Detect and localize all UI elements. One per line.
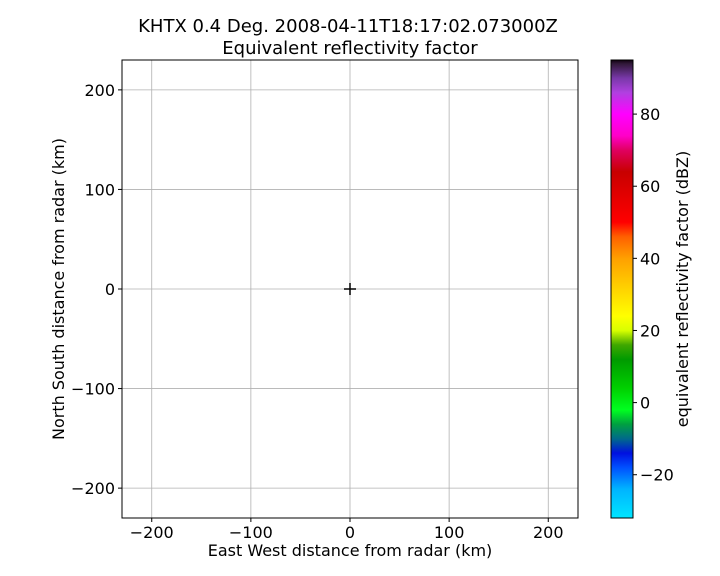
colorbar: −20 0 20 40 60 80 — [610, 59, 674, 519]
colorbar-tick-label: −20 — [640, 466, 674, 485]
y-axis: −200 −100 0 100 200 — [71, 81, 122, 498]
y-tick-label: −100 — [71, 380, 115, 399]
y-tick-label: 200 — [84, 81, 115, 100]
x-tick-label: 200 — [533, 523, 564, 542]
colorbar-tick-label: 60 — [640, 177, 660, 196]
colorbar-tick-label: 80 — [640, 105, 660, 124]
colorbar-ticks: −20 0 20 40 60 80 — [633, 105, 674, 485]
x-tick-label: 100 — [434, 523, 465, 542]
colorbar-tick-label: 0 — [640, 394, 650, 413]
grid-lines — [122, 60, 578, 518]
y-tick-label: 0 — [105, 280, 115, 299]
colorbar-gradient — [611, 60, 633, 518]
y-tick-label: 100 — [84, 180, 115, 199]
colorbar-label: equivalent reflectivity factor (dBZ) — [673, 151, 692, 427]
x-axis: −200 −100 0 100 200 — [130, 518, 564, 542]
colorbar-frame — [610, 59, 634, 519]
x-tick-label: −200 — [130, 523, 174, 542]
x-tick-label: 0 — [345, 523, 355, 542]
chart-subtitle: Equivalent reflectivity factor — [222, 38, 478, 59]
plot-area — [121, 59, 579, 519]
y-tick-label: −200 — [71, 479, 115, 498]
x-axis-label: East West distance from radar (km) — [208, 541, 493, 560]
colorbar-tick-label: 20 — [640, 321, 660, 340]
radar-location-marker — [344, 283, 356, 295]
y-axis-label: North South distance from radar (km) — [49, 138, 68, 440]
colorbar-tick-label: 40 — [640, 249, 660, 268]
x-tick-label: −100 — [229, 523, 273, 542]
chart-title: KHTX 0.4 Deg. 2008-04-11T18:17:02.073000… — [138, 16, 558, 37]
